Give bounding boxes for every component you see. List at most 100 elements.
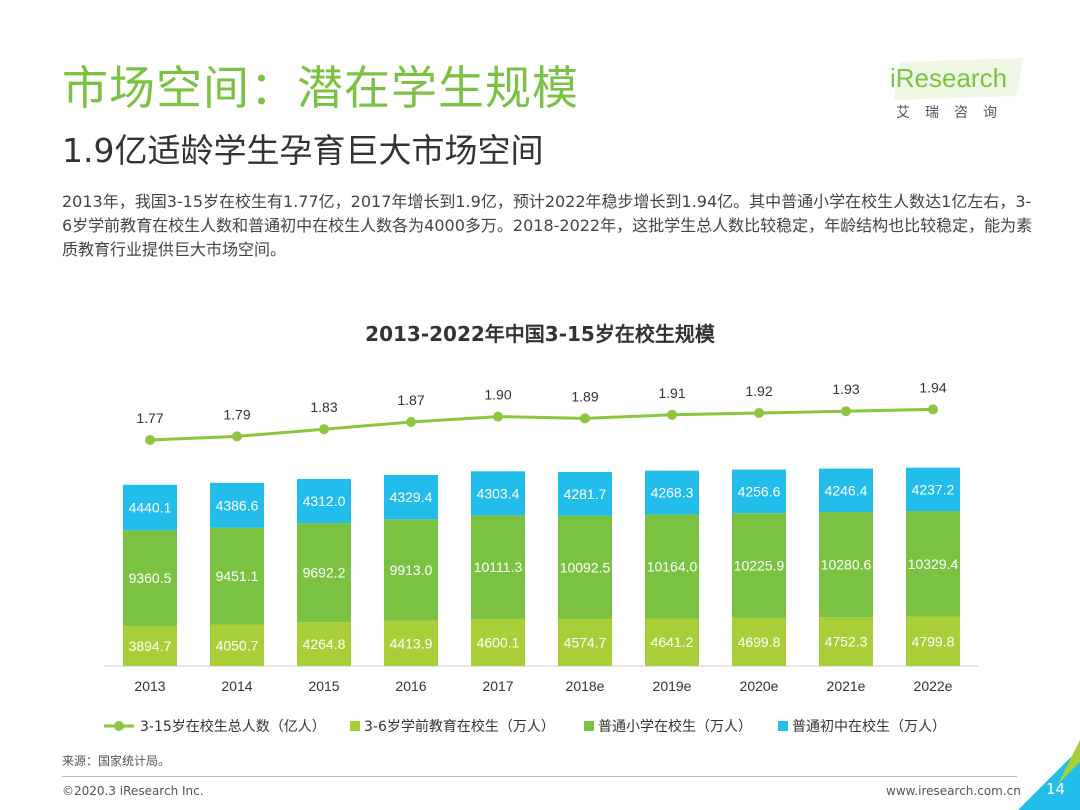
- x-tick-label: 2017: [482, 678, 513, 694]
- line-point: [841, 406, 851, 417]
- legend-label: 3-15岁在校生总人数（亿人）: [140, 718, 326, 735]
- x-tick-label: 2016: [395, 678, 426, 694]
- bar-value-label: 10092.5: [560, 559, 611, 575]
- bar-value-label: 4440.1: [129, 500, 172, 516]
- bar-value-label: 4050.7: [216, 637, 259, 653]
- bar-segment: [384, 519, 438, 621]
- logo-swoosh-icon: [894, 58, 1024, 100]
- bar-value-label: 4386.6: [216, 497, 259, 513]
- bar-value-label: 4264.8: [303, 636, 346, 652]
- bar-value-label: 10164.0: [647, 558, 698, 574]
- bar-value-label: 4246.4: [825, 482, 868, 498]
- line-value-label: 1.93: [832, 381, 859, 397]
- bar-segment: [819, 512, 873, 618]
- stacked-bar-chart: 3894.7 9360.5 4440.1 2013 4050.7 9451.1 4386.6…: [104, 379, 978, 735]
- bar-segment: [471, 618, 525, 666]
- legend-swatch: [778, 721, 788, 731]
- line-point: [319, 424, 329, 435]
- bar-segment: [210, 624, 264, 666]
- x-tick-label: 2013: [134, 678, 165, 694]
- bar-value-label: 10111.3: [474, 559, 523, 575]
- bar-value-label: 4413.9: [390, 635, 433, 651]
- bar-value-label: 4641.2: [651, 634, 694, 650]
- x-tick-label: 2014: [221, 678, 252, 694]
- description-paragraph: 2013年，我国3-15岁在校生有1.77亿，2017年增长到1.9亿，预计20…: [62, 192, 1033, 259]
- legend-line-marker: [114, 721, 124, 731]
- bar-segment: [819, 617, 873, 666]
- bar-segment: [906, 511, 960, 617]
- line-value-label: 1.87: [397, 392, 424, 408]
- bar-segment: [210, 482, 264, 528]
- bar-value-label: 4303.4: [477, 485, 520, 501]
- line-point: [754, 408, 764, 418]
- bar-segment: [906, 616, 960, 666]
- x-tick-label: 2019e: [653, 678, 692, 694]
- bar-value-label: 9360.5: [129, 570, 172, 586]
- bar-segment: [210, 527, 264, 625]
- legend-label: 3-6岁学前教育在校生（万人）: [364, 718, 555, 735]
- bar-value-label: 10280.6: [821, 557, 872, 573]
- bar-segment: [471, 471, 525, 516]
- bar-value-label: 4329.4: [390, 489, 433, 505]
- bar-value-label: 4752.3: [825, 634, 868, 650]
- legend-swatch: [584, 721, 594, 731]
- line-point: [232, 431, 242, 442]
- bar-value-label: 4699.8: [738, 634, 781, 650]
- bar-segment: [645, 618, 699, 666]
- website-link[interactable]: www.iresearch.com.cn: [886, 784, 1021, 798]
- x-tick-label: 2021e: [827, 678, 866, 694]
- x-tick-label: 2022e: [914, 678, 953, 694]
- legend-label: 普通小学在校生（万人）: [598, 718, 752, 735]
- page-subtitle: 1.9亿适龄学生孕育巨大市场空间: [62, 131, 544, 170]
- footer-divider: [62, 776, 1017, 777]
- line-value-label: 1.90: [484, 387, 511, 403]
- line-value-label: 1.79: [223, 406, 250, 422]
- bar-segment: [645, 470, 699, 515]
- bar-value-label: 3894.7: [129, 638, 172, 654]
- page-number: 14: [1046, 780, 1066, 798]
- logo-text: iResearch: [890, 63, 1008, 93]
- line-point: [928, 404, 938, 415]
- bar-segment: [123, 626, 177, 666]
- line-point: [493, 411, 503, 422]
- bar-value-label: 4256.6: [738, 483, 781, 499]
- bar-value-label: 9692.2: [303, 565, 346, 581]
- bar-value-label: 4237.2: [912, 481, 955, 497]
- bar-segment: [297, 523, 351, 623]
- line-value-label: 1.92: [745, 383, 772, 399]
- bar-segment: [732, 617, 786, 666]
- line-value-label: 1.83: [310, 399, 337, 415]
- page-title: 市场空间：潜在学生规模: [62, 61, 579, 115]
- bar-segment: [297, 622, 351, 666]
- line-value-label: 1.89: [571, 388, 598, 404]
- total-line: [149, 407, 934, 442]
- source-note: 来源：国家统计局。: [62, 754, 171, 768]
- bar-segment: [645, 514, 699, 619]
- line-point: [667, 409, 677, 420]
- copyright: ©2020.3 iResearch Inc.: [62, 784, 204, 798]
- x-tick-label: 2018e: [566, 678, 605, 694]
- bar-segment: [558, 515, 612, 620]
- bar-segment: [297, 478, 351, 524]
- line-point: [406, 417, 416, 427]
- bar-value-label: 10329.4: [908, 556, 959, 572]
- bar-segment: [819, 468, 873, 513]
- bar-segment: [558, 619, 612, 666]
- line-point: [580, 413, 590, 424]
- bar-value-label: 4281.7: [564, 486, 607, 502]
- bar-value-label: 4574.7: [564, 635, 607, 651]
- bar-value-label: 4799.8: [912, 633, 955, 649]
- iresearch-logo: iResearch 艾瑞咨询: [890, 58, 1030, 128]
- x-tick-label: 2020e: [740, 678, 779, 694]
- bar-segment: [471, 515, 525, 619]
- bar-value-label: 4600.1: [477, 634, 520, 650]
- bar-value-label: 9451.1: [216, 568, 259, 584]
- bar-value-label: 10225.9: [734, 558, 785, 574]
- legend-label: 普通初中在校生（万人）: [792, 718, 946, 735]
- x-tick-label: 2015: [308, 678, 339, 694]
- line-value-label: 1.94: [919, 379, 946, 395]
- bar-segment: [558, 471, 612, 516]
- line-point: [145, 435, 155, 445]
- legend-swatch: [350, 721, 360, 731]
- corner-decoration: [1018, 740, 1080, 810]
